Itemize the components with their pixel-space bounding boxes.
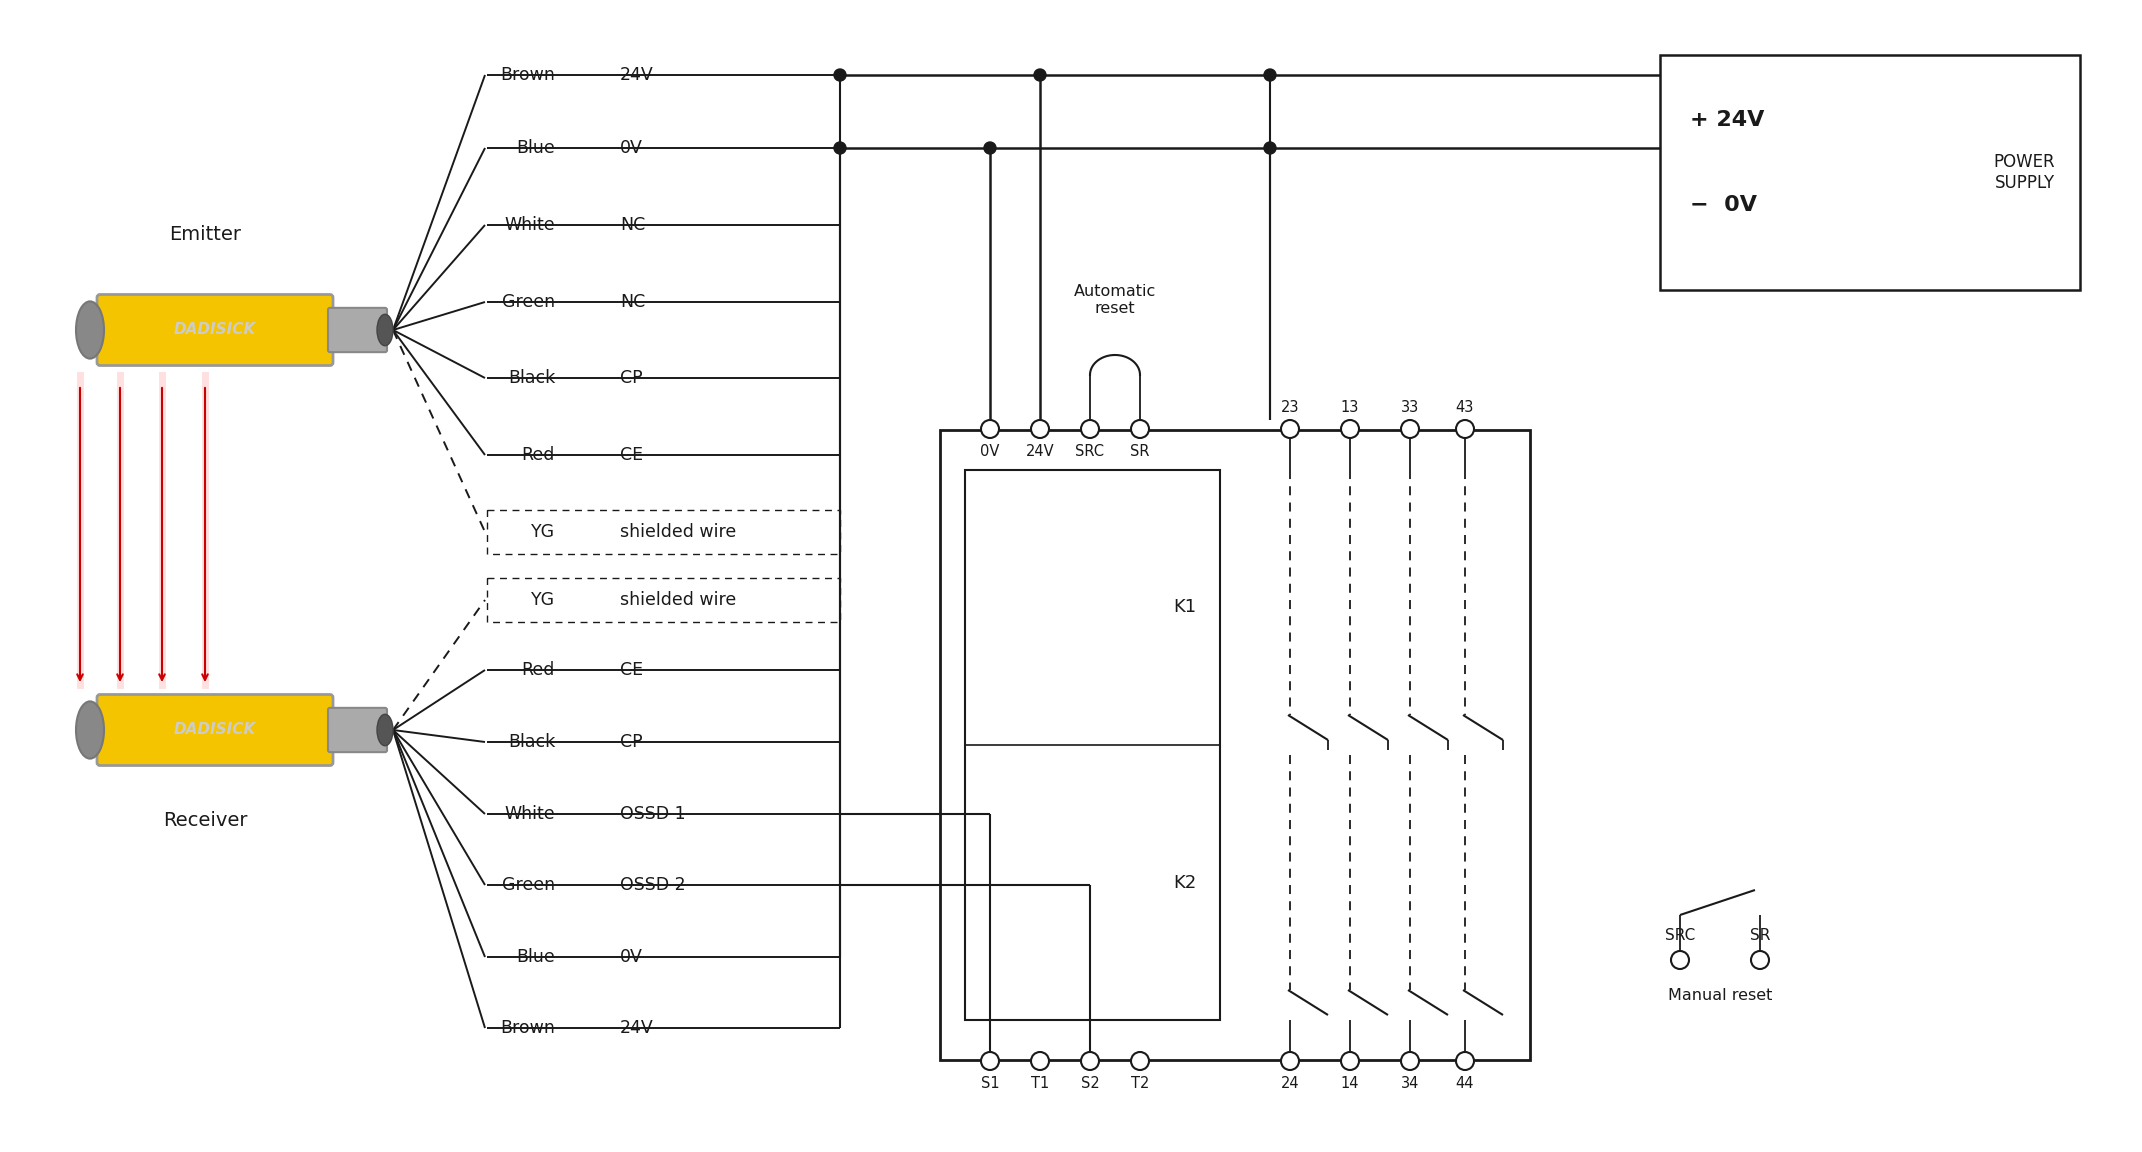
Circle shape [833, 69, 846, 81]
Circle shape [981, 1052, 998, 1070]
Text: shielded wire: shielded wire [619, 523, 737, 541]
Ellipse shape [75, 702, 105, 759]
Text: OSSD 2: OSSD 2 [619, 876, 685, 894]
Ellipse shape [75, 302, 105, 358]
Circle shape [1035, 69, 1045, 81]
Circle shape [1341, 1052, 1358, 1070]
Text: Blue: Blue [516, 948, 555, 967]
Text: Red: Red [523, 446, 555, 464]
Text: Automatic
reset: Automatic reset [1073, 283, 1157, 316]
Bar [1660, 55, 2080, 290]
Text: YG: YG [531, 523, 555, 541]
Text: K2: K2 [1174, 873, 1197, 892]
Text: CE: CE [619, 661, 643, 679]
Text: 34: 34 [1401, 1076, 1420, 1091]
Circle shape [1457, 1052, 1474, 1070]
Text: CP: CP [619, 733, 643, 751]
Bar [940, 430, 1529, 1060]
FancyBboxPatch shape [328, 308, 388, 353]
Text: SRC: SRC [1664, 927, 1694, 942]
FancyBboxPatch shape [328, 707, 388, 752]
Text: POWER
SUPPLY: POWER SUPPLY [1994, 153, 2054, 192]
Text: SR: SR [1750, 927, 1769, 942]
Text: shielded wire: shielded wire [619, 591, 737, 609]
Text: 0V: 0V [619, 948, 643, 967]
Text: 33: 33 [1401, 400, 1420, 415]
Text: 24V: 24V [619, 1020, 653, 1037]
Text: Blue: Blue [516, 139, 555, 157]
Text: 44: 44 [1457, 1076, 1474, 1091]
Text: Black: Black [508, 733, 555, 751]
Text: 23: 23 [1281, 400, 1300, 415]
Text: White: White [503, 805, 555, 823]
Circle shape [833, 142, 846, 154]
Text: OSSD 1: OSSD 1 [619, 805, 685, 823]
Text: −  0V: − 0V [1690, 195, 1756, 215]
Circle shape [1264, 69, 1277, 81]
Text: SR: SR [1131, 444, 1150, 458]
Text: 43: 43 [1457, 400, 1474, 415]
Circle shape [1671, 952, 1690, 969]
Text: + 24V: + 24V [1690, 109, 1765, 130]
Circle shape [1341, 420, 1358, 438]
Text: CP: CP [619, 369, 643, 387]
Text: Black: Black [508, 369, 555, 387]
Text: CE: CE [619, 446, 643, 464]
Text: Brown: Brown [499, 1020, 555, 1037]
Bar [966, 470, 1221, 1020]
Ellipse shape [377, 714, 392, 745]
Text: 24: 24 [1281, 1076, 1300, 1091]
Text: DADISICK: DADISICK [174, 722, 257, 737]
Circle shape [1030, 420, 1050, 438]
Circle shape [981, 420, 998, 438]
Text: S1: S1 [981, 1076, 1000, 1091]
Text: White: White [503, 217, 555, 234]
Text: 13: 13 [1341, 400, 1360, 415]
Text: K1: K1 [1174, 599, 1197, 616]
Text: DADISICK: DADISICK [174, 323, 257, 338]
Circle shape [1281, 1052, 1298, 1070]
Circle shape [1401, 1052, 1418, 1070]
Text: 0V: 0V [619, 139, 643, 157]
Text: Green: Green [501, 293, 555, 311]
Text: Green: Green [501, 876, 555, 894]
Circle shape [1030, 1052, 1050, 1070]
Circle shape [1401, 420, 1418, 438]
FancyBboxPatch shape [96, 295, 332, 365]
Text: Emitter: Emitter [169, 226, 242, 244]
FancyBboxPatch shape [96, 695, 332, 765]
Text: S2: S2 [1080, 1076, 1099, 1091]
Text: 24V: 24V [619, 66, 653, 84]
Circle shape [1082, 420, 1099, 438]
Text: Manual reset: Manual reset [1669, 987, 1771, 1002]
Circle shape [1131, 420, 1148, 438]
Circle shape [1131, 1052, 1148, 1070]
Text: 14: 14 [1341, 1076, 1360, 1091]
Ellipse shape [377, 314, 392, 346]
Text: SRC: SRC [1075, 444, 1105, 458]
Text: Brown: Brown [499, 66, 555, 84]
Text: T2: T2 [1131, 1076, 1150, 1091]
Circle shape [1457, 420, 1474, 438]
Text: YG: YG [531, 591, 555, 609]
Circle shape [983, 142, 996, 154]
Circle shape [1281, 420, 1298, 438]
Text: NC: NC [619, 293, 645, 311]
Circle shape [1750, 952, 1769, 969]
Text: NC: NC [619, 217, 645, 234]
Circle shape [1264, 142, 1277, 154]
Text: Receiver: Receiver [163, 811, 246, 829]
Text: T1: T1 [1030, 1076, 1050, 1091]
Text: 24V: 24V [1026, 444, 1054, 458]
Circle shape [1082, 1052, 1099, 1070]
Text: 0V: 0V [981, 444, 1000, 458]
Text: Red: Red [523, 661, 555, 679]
